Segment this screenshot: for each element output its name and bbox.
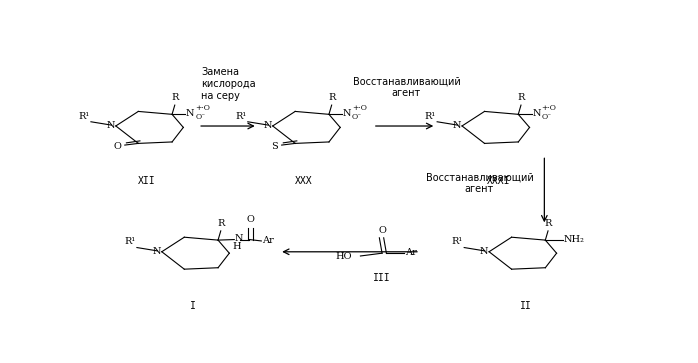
Text: Замена
кислорода
на серу: Замена кислорода на серу xyxy=(201,68,255,101)
Text: R¹: R¹ xyxy=(452,237,463,246)
Text: R¹: R¹ xyxy=(124,237,135,246)
Text: O⁻: O⁻ xyxy=(542,113,551,121)
Text: Восстанавливающий
агент: Восстанавливающий агент xyxy=(352,76,460,98)
Text: I: I xyxy=(190,301,195,311)
Text: N: N xyxy=(235,234,244,243)
Text: HO: HO xyxy=(336,252,352,261)
Text: XXX: XXX xyxy=(295,176,313,185)
Text: R: R xyxy=(518,93,525,102)
Text: R¹: R¹ xyxy=(78,112,89,121)
Text: III: III xyxy=(373,273,391,284)
Text: O: O xyxy=(378,226,386,235)
Text: +·O: +·O xyxy=(352,103,367,112)
Text: N: N xyxy=(480,247,489,256)
Text: R: R xyxy=(218,219,225,228)
Text: R: R xyxy=(172,93,179,102)
Text: R¹: R¹ xyxy=(424,112,436,121)
Text: NH₂: NH₂ xyxy=(564,235,585,244)
Text: R: R xyxy=(544,219,552,228)
Text: +·O: +·O xyxy=(195,103,210,112)
Text: Ar: Ar xyxy=(405,248,417,257)
Text: +·O: +·O xyxy=(542,103,556,112)
Text: Ar: Ar xyxy=(262,236,274,245)
Text: N: N xyxy=(532,109,541,118)
Text: Восстанавливающий
агент: Восстанавливающий агент xyxy=(426,172,533,194)
Text: N: N xyxy=(343,109,351,118)
Text: II: II xyxy=(519,301,531,311)
Text: N: N xyxy=(186,109,195,118)
Text: S: S xyxy=(272,142,278,151)
Text: H: H xyxy=(232,242,241,251)
Text: R¹: R¹ xyxy=(235,112,246,121)
Text: XII: XII xyxy=(138,176,156,185)
Text: O: O xyxy=(114,142,121,151)
Text: O: O xyxy=(246,216,254,224)
Text: N: N xyxy=(453,122,461,130)
Text: O⁻: O⁻ xyxy=(195,113,205,121)
Text: N: N xyxy=(264,122,272,130)
Text: XXXI: XXXI xyxy=(487,176,510,185)
Text: O⁻: O⁻ xyxy=(352,113,362,121)
Text: R: R xyxy=(328,93,336,102)
Text: N: N xyxy=(153,247,161,256)
Text: N: N xyxy=(107,122,115,130)
